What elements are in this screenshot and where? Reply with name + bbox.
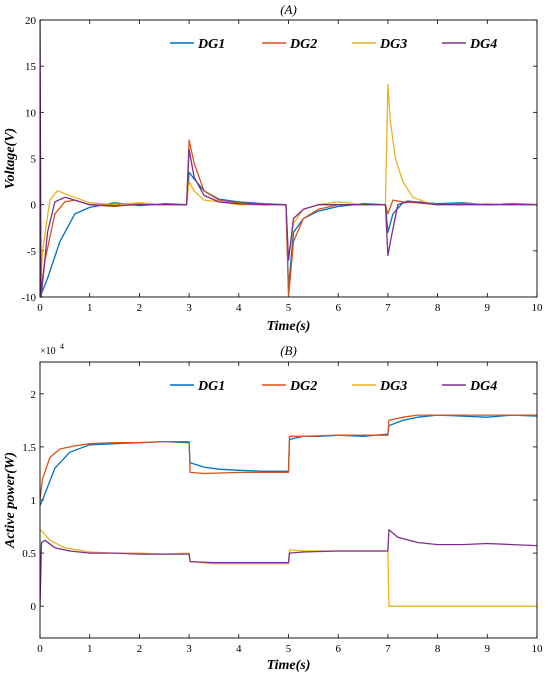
legend-label-dg4: DG4 [469,379,497,394]
y-tick-label: 1.5 [22,442,36,454]
series-line-dg4 [40,529,537,607]
x-tick-label: 9 [485,302,491,314]
y-multiplier: ×10 [40,346,56,357]
x-tick-label: 0 [37,643,43,655]
x-tick-label: 7 [385,643,391,655]
x-tick-label: 10 [532,302,544,314]
chart-title: (B) [280,343,297,358]
chart-panel-b: 0 1 2 3 4 5 6 7 8 9 10 0 0.5 1 1.5 2 (B) Time(s) Active po… [3,342,543,673]
x-tick-label: 9 [485,643,491,655]
x-tick-label: 5 [286,302,292,314]
y-tick-label: 5 [31,154,37,166]
x-tick-label: 3 [186,302,192,314]
x-tick-label: 1 [87,302,93,314]
x-tick-label: 4 [236,643,242,655]
x-axis-label: Time(s) [267,319,311,334]
y-tick-label: 10 [25,107,37,119]
y-tick-label: -10 [21,292,36,304]
x-tick-label: 6 [335,302,341,314]
legend-label-dg1: DG1 [197,379,225,394]
series-group [40,20,537,297]
y-multiplier-exponent: 4 [60,342,64,351]
y-axis-label: Voltage(V) [3,128,18,189]
axes-frame [39,19,538,298]
x-tick-label: 2 [137,643,143,655]
y-tick-label: 1 [31,495,37,507]
chart-title: (A) [280,2,297,17]
y-tick-label: -5 [27,246,37,258]
series-line-dg2 [40,139,537,297]
x-tick-label: 4 [236,302,242,314]
y-axis-label: Active power(W) [3,452,18,549]
x-tick-label: 10 [532,643,544,655]
series-group [40,414,537,607]
legend-label-dg4: DG4 [469,37,497,52]
series-line-dg2 [40,414,537,501]
series-line-dg4 [40,20,537,297]
x-tick-label: 3 [186,643,192,655]
chart-panel-a: 0 1 2 3 4 5 6 7 8 9 10 -10 -5 0 5 10 15 20 (A) Time(s) Volta… [3,2,543,334]
x-tick-label: 8 [435,302,441,314]
y-tick-label: 0 [31,601,37,613]
legend-label-dg3: DG3 [379,37,407,52]
y-tick-label: 0 [31,200,37,212]
series-line-dg3 [40,83,537,297]
x-tick-label: 1 [87,643,93,655]
legend-label-dg3: DG3 [379,379,407,394]
axes-frame [39,361,538,639]
x-tick-label: 0 [37,302,43,314]
y-tick-label: 15 [25,61,37,73]
legend-label-dg1: DG1 [197,37,225,52]
y-tick-label: 0.5 [22,548,36,560]
x-tick-label: 2 [137,302,143,314]
y-tick-label: 20 [25,15,37,27]
legend-label-dg2: DG2 [289,37,317,52]
series-line-dg3 [40,529,537,607]
x-tick-label: 8 [435,643,441,655]
x-tick-label: 6 [335,643,341,655]
x-axis-label: Time(s) [267,658,311,673]
y-tick-label: 2 [31,389,37,401]
x-tick-label: 5 [286,643,292,655]
legend-label-dg2: DG2 [289,379,317,394]
x-tick-label: 7 [385,302,391,314]
